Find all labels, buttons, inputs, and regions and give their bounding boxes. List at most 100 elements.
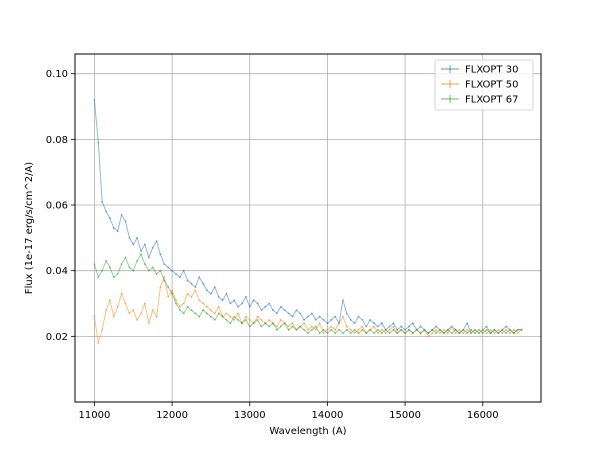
data-point <box>373 322 375 325</box>
data-point <box>260 319 263 321</box>
data-point <box>377 325 379 328</box>
data-point <box>326 328 329 331</box>
data-point <box>303 322 305 325</box>
plot-frame <box>74 53 542 403</box>
data-point <box>311 312 313 315</box>
data-point <box>116 305 119 308</box>
data-point <box>509 328 511 331</box>
data-point <box>377 332 379 334</box>
data-point <box>322 332 325 334</box>
data-point <box>501 332 504 334</box>
grid <box>75 54 541 402</box>
data-point <box>93 315 96 318</box>
data-point <box>202 302 205 305</box>
data-point <box>419 332 422 334</box>
data-point <box>427 332 430 334</box>
data-point <box>369 328 371 331</box>
data-point <box>167 296 170 298</box>
data-point <box>338 328 340 331</box>
data-point <box>245 315 247 318</box>
data-point <box>462 328 465 331</box>
data-point <box>392 325 395 328</box>
data-point <box>128 266 131 269</box>
data-point <box>334 328 337 331</box>
data-point <box>470 328 472 331</box>
data-point <box>147 322 150 325</box>
y-axis-label: Flux (1e-17 erg/s/cm^2/A) <box>24 162 35 294</box>
data-point <box>512 332 515 334</box>
data-point <box>369 319 371 321</box>
data-point <box>493 328 496 331</box>
data-point <box>435 325 438 328</box>
data-point <box>454 328 457 331</box>
data-point <box>318 315 321 318</box>
data-point <box>485 328 488 331</box>
data-point <box>345 328 348 331</box>
data-point <box>132 269 135 272</box>
data-point <box>411 322 414 325</box>
data-point <box>349 319 352 321</box>
data-point <box>256 319 259 321</box>
data-point <box>210 292 212 295</box>
data-point <box>279 325 282 328</box>
data-point <box>140 312 142 315</box>
data-point <box>101 200 104 203</box>
data-point <box>190 282 193 285</box>
data-point <box>497 328 500 331</box>
data-point <box>342 299 344 302</box>
data-point <box>112 276 115 279</box>
data-point <box>179 276 181 279</box>
data-point <box>128 236 131 239</box>
x-axis-ticks: 11000 12000 13000 14000 15000 16000 <box>79 402 499 421</box>
data-point <box>97 276 100 279</box>
x-tick-label: 14000 <box>312 410 344 421</box>
data-point <box>334 332 337 334</box>
data-point <box>466 322 469 325</box>
data-point <box>509 332 511 334</box>
legend-frame <box>434 59 534 111</box>
data-point <box>276 325 278 328</box>
data-point <box>497 332 500 334</box>
data-point <box>388 328 391 331</box>
data-point <box>182 312 185 315</box>
data-point <box>485 332 488 334</box>
x-tick-label: 13000 <box>234 410 266 421</box>
data-point <box>144 243 146 246</box>
data-point <box>194 289 197 292</box>
data-point <box>272 322 274 325</box>
data-point <box>217 296 220 298</box>
data-point <box>109 299 111 302</box>
data-point <box>404 332 406 334</box>
data-point <box>147 256 150 259</box>
data-point <box>175 299 177 302</box>
data-point <box>489 328 492 331</box>
data-point <box>105 259 107 262</box>
data-point <box>171 292 174 295</box>
data-point <box>334 315 337 318</box>
data-point <box>155 315 158 318</box>
data-point <box>124 220 127 223</box>
data-point <box>260 325 263 328</box>
data-point <box>101 269 104 272</box>
data-point <box>474 332 476 334</box>
data-point <box>279 305 282 308</box>
data-point <box>454 332 457 334</box>
data-point <box>264 322 267 325</box>
data-point <box>361 319 364 321</box>
data-point <box>361 325 364 328</box>
data-point <box>474 328 476 331</box>
data-point <box>276 312 278 315</box>
data-point <box>229 302 232 305</box>
data-point <box>252 299 255 302</box>
data-point <box>186 279 189 282</box>
data-point <box>159 253 162 256</box>
data-point <box>411 332 414 334</box>
data-point <box>392 322 395 325</box>
data-point <box>446 328 449 331</box>
data-point <box>330 328 333 331</box>
data-point <box>478 328 480 331</box>
data-point <box>450 325 453 328</box>
data-point <box>388 332 391 334</box>
data-point <box>182 302 185 305</box>
